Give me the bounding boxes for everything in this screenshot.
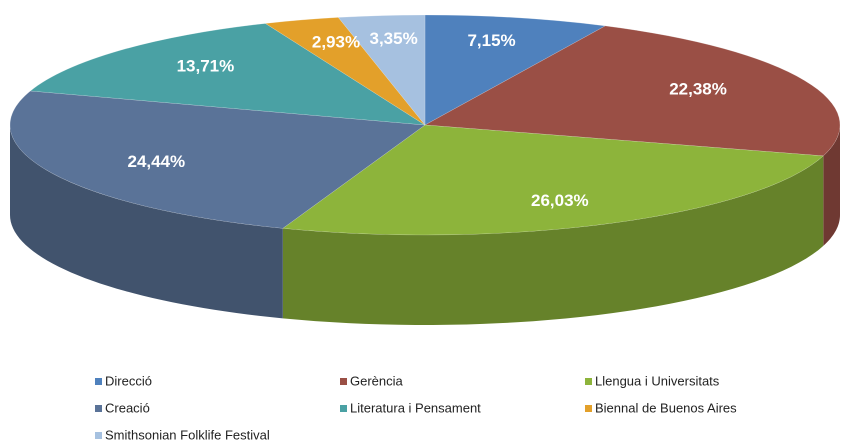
legend-swatch xyxy=(340,405,347,412)
slice-side xyxy=(10,125,283,319)
legend-swatch xyxy=(340,378,347,385)
slice xyxy=(29,23,426,126)
slice xyxy=(264,17,426,126)
legend-swatch xyxy=(95,405,102,412)
slice xyxy=(9,90,426,229)
slice xyxy=(424,14,607,126)
data-label: 13,71% xyxy=(177,56,235,75)
legend-swatch xyxy=(95,432,102,439)
data-label: 3,35% xyxy=(370,29,418,48)
slice-side xyxy=(823,125,840,246)
slice xyxy=(282,124,824,236)
data-label: 26,03% xyxy=(531,191,589,210)
data-label: 2,93% xyxy=(312,33,360,52)
legend-label: Creació xyxy=(105,400,150,415)
legend-label: Biennal de Buenos Aires xyxy=(595,400,737,415)
legend-swatch xyxy=(95,378,102,385)
data-label: 7,15% xyxy=(467,31,515,50)
slice xyxy=(424,25,841,157)
legend-swatch xyxy=(585,378,592,385)
legend-label: Smithsonian Folklife Festival xyxy=(105,427,270,442)
legend-swatch xyxy=(585,405,592,412)
slice-side xyxy=(282,155,824,325)
legend-label: Llengua i Universitats xyxy=(595,373,720,388)
legend-label: Gerència xyxy=(350,373,404,388)
data-label: 24,44% xyxy=(128,152,186,171)
slice xyxy=(337,14,426,126)
legend-label: Literatura i Pensament xyxy=(350,400,481,415)
data-label: 22,38% xyxy=(669,80,727,99)
legend-label: Direcció xyxy=(105,373,152,388)
